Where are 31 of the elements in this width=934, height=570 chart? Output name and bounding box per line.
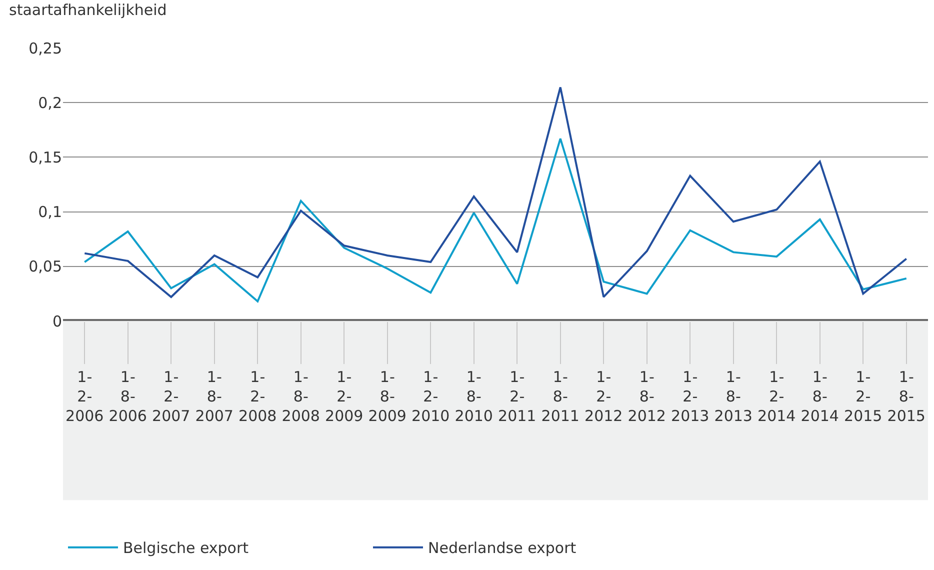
x-tick-label: 1-2-2007 <box>152 368 190 425</box>
x-tick-label: 1-2-2010 <box>412 368 450 425</box>
x-tick-label: 1-2-2012 <box>584 368 623 425</box>
legend-label: Belgische export <box>123 539 249 558</box>
x-tick-label: 1-8-2009 <box>368 368 406 425</box>
x-tick-label: 1-2-2008 <box>238 368 277 425</box>
x-tick-label: 1-2-2014 <box>758 368 796 425</box>
line-series <box>84 86 908 298</box>
x-tick-label: 1-8-2011 <box>541 368 580 425</box>
x-tick-label: 1-2-2013 <box>671 368 710 425</box>
x-tick-label: 1-8-2014 <box>800 368 839 425</box>
legend-label: Nederlandse export <box>428 539 576 558</box>
x-tick-label: 1-2-2006 <box>66 368 104 425</box>
y-tick-label: 0,2 <box>38 94 62 112</box>
x-tick-label: 1-8-2007 <box>195 368 234 425</box>
x-tick-label: 1-8-2008 <box>282 368 320 425</box>
y-tick-label: 0,25 <box>28 39 62 58</box>
x-tick-label: 1-2-2009 <box>325 368 364 425</box>
x-tick-label: 1-2-2011 <box>498 368 536 425</box>
y-axis-title: staartafhankelijkheid <box>9 1 167 19</box>
y-tick-label: 0 <box>52 312 62 330</box>
y-tick-label: 0,15 <box>28 148 62 166</box>
line-series <box>84 138 908 302</box>
y-tick-label: 0,05 <box>28 258 62 276</box>
x-tick-label: 1-8-2013 <box>714 368 752 425</box>
x-tick-label: 1-8-2006 <box>108 368 147 425</box>
x-tick-label: 1-2-2015 <box>844 368 882 425</box>
x-tick-label: 1-8-2010 <box>454 368 493 425</box>
y-tick-label: 0,1 <box>38 203 62 222</box>
x-tick-label: 1-8-2012 <box>628 368 666 425</box>
x-tick-label: 1-8-2015 <box>887 368 926 425</box>
